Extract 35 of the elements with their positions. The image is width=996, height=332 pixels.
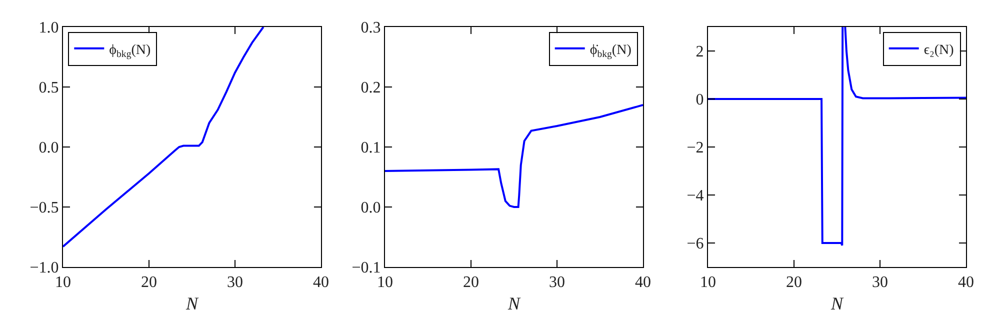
y-tick-label: 0.3 xyxy=(360,20,381,37)
y-tick-label: −4 xyxy=(686,188,704,205)
line-series xyxy=(63,27,264,248)
y-tick-label: 0.5 xyxy=(38,80,59,97)
y-tick-label: −1.0 xyxy=(30,260,59,277)
x-tick-label: 30 xyxy=(872,274,888,292)
x-axis-title: N xyxy=(184,293,199,314)
y-tick-label: 0.0 xyxy=(360,200,381,217)
x-axis-title: N xyxy=(830,293,844,314)
x-tick-label: 10 xyxy=(700,274,716,292)
x-tick-label: 20 xyxy=(141,274,157,292)
y-tick-label: 0.0 xyxy=(38,140,59,157)
legend-label: ϕ̇$_{bkg}$(N) xyxy=(590,42,632,60)
x-axis-title: N xyxy=(506,293,521,314)
x-tick-label: 40 xyxy=(635,274,651,292)
y-tick-label: −0.5 xyxy=(30,200,59,217)
legend-label: ϵ₂(N) xyxy=(924,42,954,58)
line-series xyxy=(385,104,643,208)
x-tick-label: 10 xyxy=(377,274,393,292)
legend-label: ϕ$_{bkg}$(N) xyxy=(109,42,152,60)
y-tick-label: 0.2 xyxy=(360,80,381,97)
x-tick-label: 40 xyxy=(958,274,974,292)
x-tick-label: 10 xyxy=(55,274,71,292)
y-tick-label: −2 xyxy=(686,140,704,157)
x-tick-label: 40 xyxy=(313,274,329,292)
x-tick-label: 20 xyxy=(463,274,479,292)
y-tick-label: −6 xyxy=(686,236,704,253)
y-tick-label: 0 xyxy=(696,92,704,109)
y-tick-label: 2 xyxy=(696,44,704,61)
y-tick-label: 1.0 xyxy=(38,20,59,37)
y-tick-label: −0.1 xyxy=(352,260,381,277)
x-tick-label: 20 xyxy=(786,274,802,292)
x-tick-label: 30 xyxy=(227,274,243,292)
x-tick-label: 30 xyxy=(549,274,565,292)
y-tick-label: 0.1 xyxy=(360,140,381,157)
